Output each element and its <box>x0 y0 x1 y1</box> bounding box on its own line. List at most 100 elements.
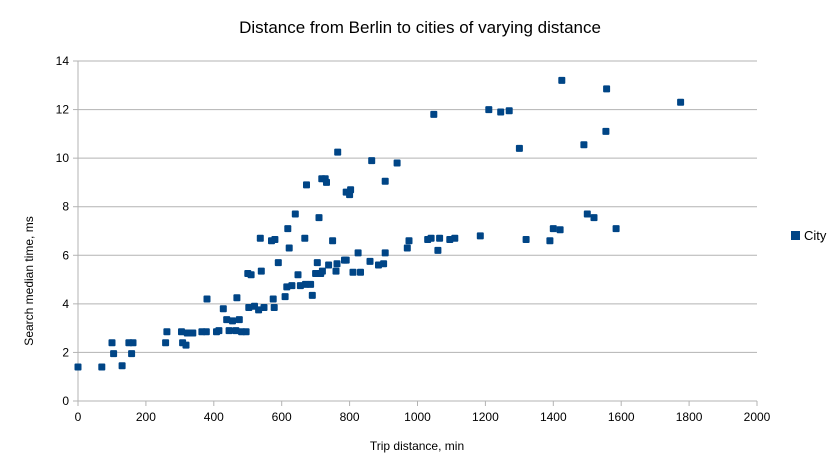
data-point <box>284 225 292 233</box>
data-point <box>229 317 236 325</box>
data-point <box>430 110 438 118</box>
grid-lines <box>78 60 757 353</box>
data-point <box>558 76 566 84</box>
data-point <box>368 157 376 165</box>
x-tick-label: 1600 <box>608 410 635 424</box>
legend-marker <box>791 231 800 240</box>
data-point <box>549 225 557 233</box>
data-point <box>256 234 264 242</box>
data-point <box>129 339 137 347</box>
data-point <box>325 261 333 269</box>
data-point <box>128 350 136 358</box>
data-point <box>436 234 444 242</box>
y-tick-label: 0 <box>62 394 69 408</box>
data-point <box>583 210 591 218</box>
data-point <box>434 246 442 254</box>
data-point <box>215 327 223 335</box>
data-point <box>189 329 197 337</box>
data-point <box>349 268 357 276</box>
data-points <box>74 76 685 371</box>
data-point <box>342 256 350 264</box>
data-point <box>245 304 253 311</box>
data-point <box>163 328 171 336</box>
x-axis-label: Trip distance, min <box>370 439 464 453</box>
data-point <box>318 267 326 275</box>
data-point <box>603 85 611 93</box>
data-point <box>590 214 598 222</box>
y-tick-labels: 0 2 4 6 8 10 12 14 <box>56 54 70 408</box>
data-point <box>546 237 554 245</box>
x-tick-label: 200 <box>136 410 156 424</box>
data-point <box>219 305 227 313</box>
data-point <box>329 237 337 245</box>
y-tick-label: 12 <box>56 103 70 117</box>
data-point <box>403 244 411 252</box>
data-point <box>315 214 323 222</box>
data-point <box>497 108 505 116</box>
data-point <box>255 306 263 314</box>
data-point <box>202 328 210 336</box>
data-point <box>381 177 389 185</box>
y-axis-label: Search median time, ms <box>22 216 36 345</box>
data-point <box>301 234 309 242</box>
x-tick-label: 800 <box>340 410 360 424</box>
data-point <box>271 236 279 243</box>
data-point <box>602 127 610 135</box>
data-point <box>313 259 321 267</box>
data-point <box>274 259 282 267</box>
data-point <box>515 144 523 152</box>
data-point <box>257 267 265 275</box>
data-point <box>242 328 250 336</box>
data-point <box>223 316 231 324</box>
axes <box>73 60 758 406</box>
y-tick-label: 8 <box>62 200 69 214</box>
data-point <box>182 341 190 349</box>
data-point <box>270 304 278 311</box>
data-point <box>308 291 316 299</box>
data-point <box>522 236 530 243</box>
data-point <box>281 293 289 301</box>
x-tick-label: 0 <box>75 410 82 424</box>
legend: City <box>791 228 827 243</box>
data-point <box>118 362 126 370</box>
data-point <box>303 181 310 189</box>
data-point <box>203 295 211 303</box>
data-point <box>366 257 374 265</box>
data-point <box>333 260 341 268</box>
data-point <box>235 316 243 324</box>
data-point <box>162 339 170 347</box>
data-point <box>380 260 388 268</box>
data-point <box>476 232 484 240</box>
data-point <box>381 249 389 257</box>
x-tick-label: 1000 <box>404 410 431 424</box>
data-point <box>294 271 302 279</box>
data-point <box>323 178 330 186</box>
data-point <box>485 106 493 114</box>
data-point <box>393 159 401 167</box>
data-point <box>288 282 296 290</box>
data-point <box>427 234 435 242</box>
data-point <box>677 98 685 106</box>
y-tick-label: 4 <box>62 297 69 311</box>
x-tick-label: 1800 <box>676 410 703 424</box>
y-tick-label: 10 <box>56 151 70 165</box>
y-tick-label: 6 <box>62 248 69 262</box>
data-point <box>233 294 241 302</box>
data-point <box>580 141 588 149</box>
data-point <box>347 186 355 194</box>
data-point <box>612 225 620 233</box>
data-point <box>307 280 315 288</box>
data-point <box>74 363 82 371</box>
x-tick-label: 600 <box>272 410 292 424</box>
legend-label-city: City <box>804 228 827 243</box>
y-tick-label: 14 <box>56 54 70 68</box>
data-point <box>505 107 513 115</box>
data-point <box>260 304 268 311</box>
data-point <box>285 244 293 252</box>
data-point <box>269 295 277 303</box>
data-point <box>354 249 362 257</box>
chart-title: Distance from Berlin to cities of varyin… <box>239 18 601 37</box>
x-tick-label: 1200 <box>472 410 499 424</box>
data-point <box>232 327 240 335</box>
